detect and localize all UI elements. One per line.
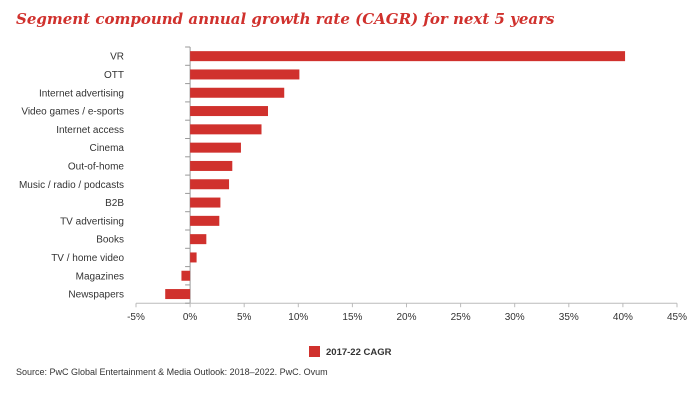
category-label: Video games / e-sports: [21, 107, 124, 118]
bar: [190, 234, 207, 245]
x-tick-label: 20%: [396, 312, 416, 323]
bar: [190, 69, 300, 80]
x-tick-label: 15%: [342, 312, 362, 323]
category-label: Music / radio / podcasts: [19, 180, 124, 191]
bar: [190, 179, 230, 190]
chart-axes: [135, 46, 678, 308]
x-tick-label: 5%: [237, 312, 252, 323]
bar: [181, 270, 191, 281]
x-tick-label: 0%: [183, 312, 198, 323]
category-label: Newspapers: [68, 290, 124, 301]
x-tick-label: 45%: [667, 312, 687, 323]
category-label: OTT: [104, 70, 124, 81]
category-label: B2B: [105, 198, 124, 209]
chart-bars: [165, 51, 626, 300]
bar: [190, 215, 220, 226]
category-label: Internet advertising: [39, 88, 124, 99]
category-label: Cinema: [90, 143, 125, 154]
chart-title: Segment compound annual growth rate (CAG…: [16, 10, 555, 28]
category-label: Out-of-home: [68, 161, 125, 172]
category-label: VR: [110, 52, 124, 63]
category-label: Books: [96, 235, 124, 246]
category-label: Internet access: [56, 125, 124, 136]
category-label: Magazines: [76, 271, 124, 282]
x-tick-label: 10%: [288, 312, 308, 323]
bar: [190, 252, 197, 263]
category-label: TV advertising: [60, 216, 124, 227]
x-tick-label: 30%: [505, 312, 525, 323]
chart-legend: 2017-22 CAGR: [309, 346, 392, 358]
bar: [190, 160, 233, 171]
x-tick-label: 25%: [451, 312, 471, 323]
bar: [190, 87, 285, 98]
category-labels: VR OTT Internet advertising Video games / e…: [19, 52, 124, 301]
source-note: Source: PwC Global Entertainment & Media…: [16, 367, 328, 377]
legend-swatch: [309, 346, 320, 357]
x-tick-label: 35%: [559, 312, 579, 323]
bar: [190, 142, 241, 153]
bar: [190, 124, 262, 135]
category-label: TV / home video: [51, 253, 124, 264]
bar: [165, 289, 191, 300]
x-tick-labels: -5% 0% 5% 10% 15% 20% 25% 30% 35% 40% 45%: [127, 312, 687, 323]
legend-label: 2017-22 CAGR: [326, 347, 392, 358]
bar: [190, 51, 626, 62]
bar: [190, 197, 221, 208]
bar: [190, 106, 269, 117]
x-tick-label: -5%: [127, 312, 145, 323]
x-tick-label: 40%: [613, 312, 633, 323]
